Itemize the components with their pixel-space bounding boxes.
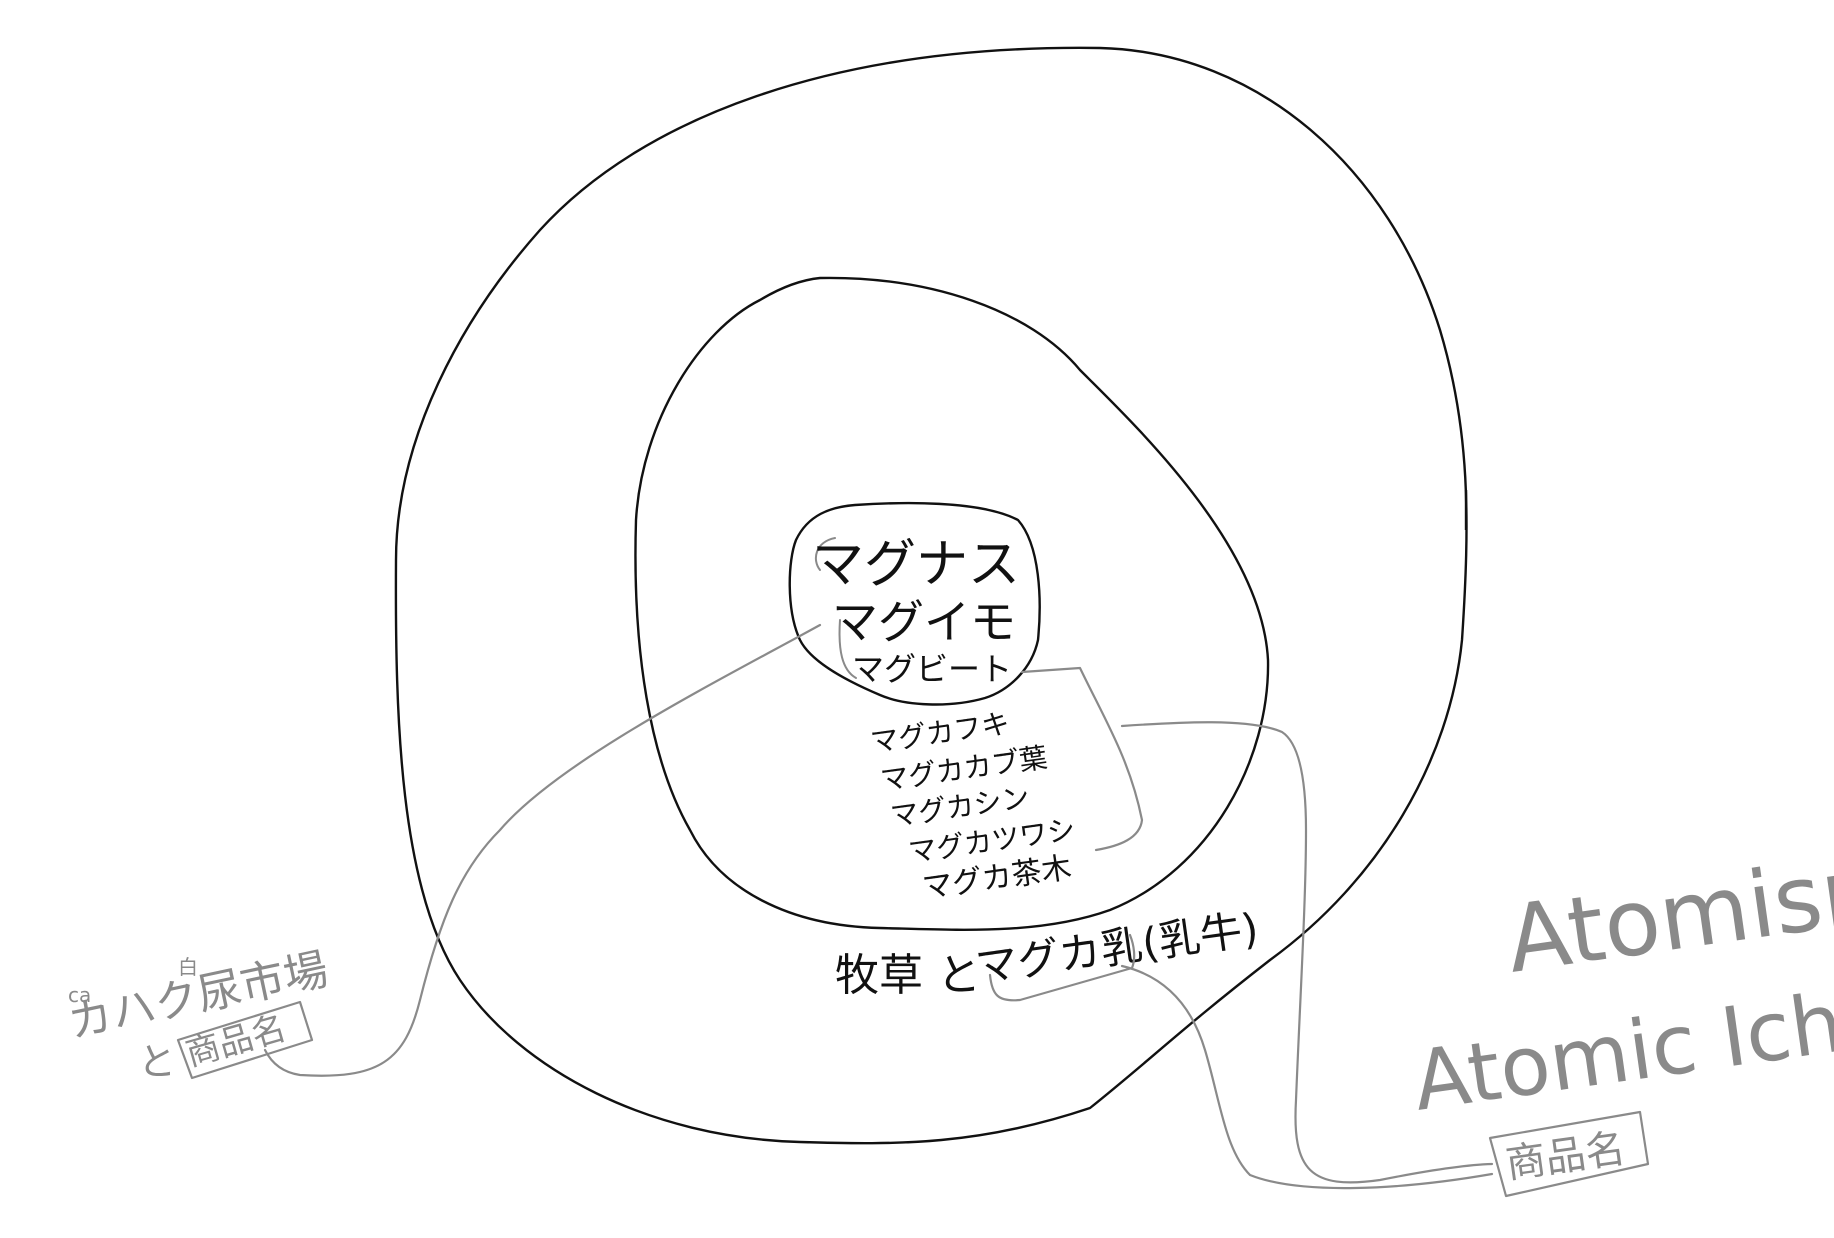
left-annotation-box — [176, 1000, 314, 1080]
core-bracket — [814, 537, 857, 679]
core-item-2: マグイモ — [832, 595, 1016, 649]
middle-circle — [634, 276, 1270, 931]
connector-middle-to-right — [1120, 721, 1494, 1184]
connector-core-to-left — [263, 623, 822, 1077]
right-annotation-box-text: 商品名 — [1503, 1126, 1628, 1188]
core-item-1: マグナス — [812, 535, 1020, 595]
left-ruby-ca: ca — [68, 983, 91, 1007]
middle-bracket — [1020, 666, 1144, 852]
outer-circle — [394, 46, 1468, 1145]
core-circle — [788, 501, 1041, 706]
outer-label-bracket — [988, 933, 1136, 1002]
outer-label-prefix: 牧草 と — [835, 950, 981, 1001]
right-annotation-box — [1488, 1110, 1650, 1198]
left-ruby-kanji: 白 — [178, 955, 198, 979]
outer-label-main: マグカ乳(乳牛) — [973, 904, 1262, 992]
core-item-3: マグビート — [852, 650, 1012, 688]
left-annotation-line2-prefix: と — [138, 1040, 176, 1084]
right-annotation-title: Atomism — [1500, 831, 1834, 994]
right-annotation-subtitle: Atomic Ichiba — [1408, 958, 1834, 1130]
connector-outer-to-right — [1120, 964, 1494, 1190]
